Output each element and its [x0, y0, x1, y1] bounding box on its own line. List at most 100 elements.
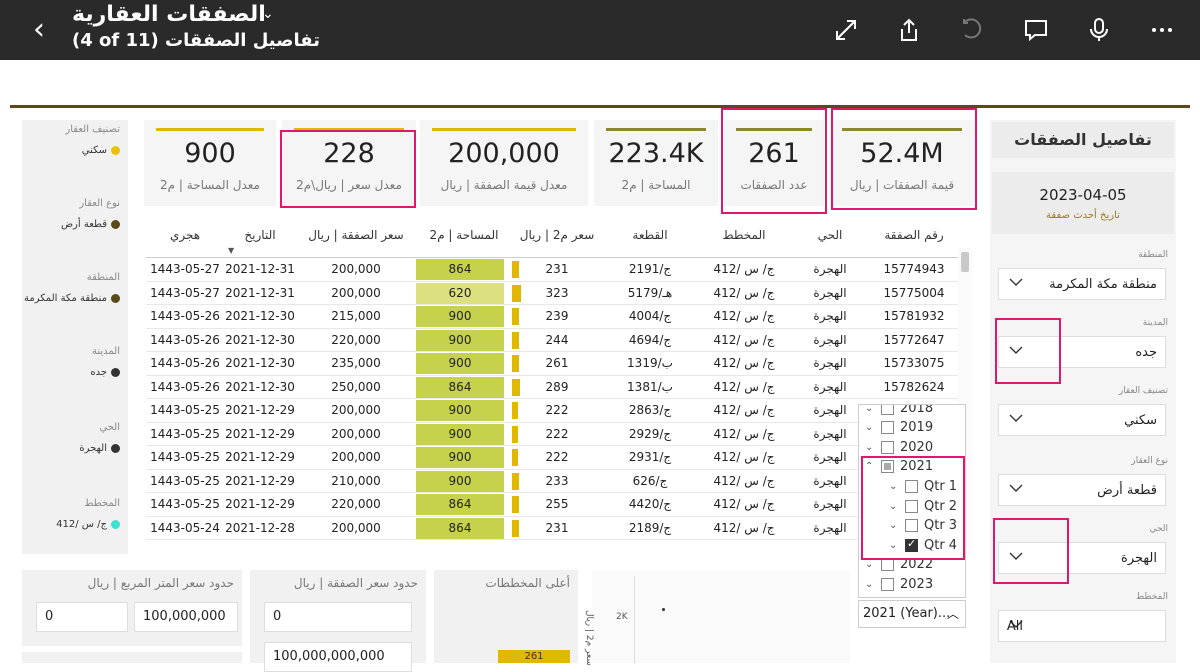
year-item[interactable]: ⌄ 2020 — [865, 438, 933, 456]
more-options-icon[interactable] — [1146, 14, 1178, 46]
year-hierarchy-dropdown[interactable]: ⌄2018 ⌄2019⌄2020 ⌃2021 ⌄ Qtr 1 ⌄Qtr 2 ⌄Qtr 3⌄Q… — [858, 404, 966, 598]
year-item[interactable]: ⌄ 2019 — [865, 419, 933, 437]
chevron-down-icon[interactable]: ⌄ — [262, 6, 274, 22]
chevron-up-icon[interactable]: ⌃ — [865, 461, 874, 473]
ppm-databar — [512, 449, 518, 466]
ppm-databar — [512, 378, 520, 396]
cell-district: الهجرة — [813, 309, 847, 323]
filter-district: الحي الهجرة — [79, 422, 120, 454]
checkbox[interactable] — [881, 577, 894, 591]
share-icon[interactable] — [893, 14, 925, 46]
table-row[interactable]: 864 1443-05-27 2021-12-31 200,000 231 ج/2191 ج… — [146, 258, 958, 282]
price-max-input[interactable]: 100,000,000,000 — [264, 642, 412, 672]
kpi-card-avg-ppm[interactable]: 228 معدل سعر | ريال\م2 — [282, 120, 416, 206]
cell-date: 2021-12-30 — [225, 379, 295, 394]
city-dropdown[interactable]: جده — [998, 336, 1166, 368]
microphone-icon[interactable] — [1083, 14, 1115, 46]
area-databar: 864 — [416, 376, 504, 398]
chevron-down-icon[interactable]: ⌄ — [889, 520, 898, 532]
table-row[interactable]: 620 1443-05-27 2021-12-31 200,000 323 هـ/5179… — [146, 282, 958, 305]
chevron-down-icon[interactable]: ⌄ — [865, 559, 874, 571]
year-item[interactable]: ⌄ Qtr 4 — [889, 536, 957, 554]
undo-icon[interactable] — [957, 14, 989, 46]
back-icon[interactable]: ‹ — [33, 12, 45, 47]
chevron-down-icon[interactable]: ⌄ — [889, 480, 898, 492]
property-class-dropdown[interactable]: سكني — [998, 404, 1166, 436]
table-row[interactable]: 900 1443-05-25 2021-12-29 200,000 222 ج/2929 ج… — [146, 423, 958, 446]
year-item[interactable]: ⌄ 2018 — [865, 404, 933, 417]
year-item[interactable]: ⌄ Qtr 3 — [889, 517, 957, 535]
cell-date: 2021-12-31 — [225, 262, 295, 276]
kpi-card-avg-price[interactable]: 200,000 معدل قيمة الصفقة | ريال — [420, 120, 588, 206]
district-dropdown[interactable]: الهجرة — [998, 542, 1166, 574]
region-dropdown[interactable]: منطقة مكة المكرمة — [998, 268, 1166, 300]
ppm-databar — [512, 425, 518, 443]
kpi-card-deal-value[interactable]: 52.4M قيمة الصفقات | ريال — [830, 120, 974, 206]
scatter-point[interactable] — [662, 608, 665, 611]
checkbox[interactable] — [905, 537, 918, 552]
table-row[interactable]: 900 1443-05-25 2021-12-29 210,000 233 ج/626 ج/… — [146, 470, 958, 493]
chevron-down-icon[interactable] — [1009, 275, 1023, 289]
table-row[interactable]: 900 1443-05-26 2021-12-30 235,000 261 ب/1319 ج… — [146, 352, 958, 376]
top-scheme-bar[interactable]: 261 — [498, 650, 570, 663]
area-databar: 864 — [416, 494, 504, 515]
cell-date: 2021-12-29 — [225, 473, 295, 488]
highlight-box — [280, 130, 416, 208]
chevron-down-icon[interactable] — [1009, 343, 1023, 357]
ppm-min-input[interactable]: 0 — [36, 602, 128, 632]
checkbox[interactable] — [881, 440, 894, 454]
chevron-down-icon[interactable] — [1009, 411, 1023, 425]
ppm-max-input[interactable]: 100,000,000 — [134, 602, 238, 632]
report-title[interactable]: الصفقات العقارية — [72, 2, 266, 27]
cell-plot: ب/1381 — [627, 379, 673, 394]
year-item[interactable]: ⌄ 2022 — [865, 556, 933, 574]
table-row[interactable]: 864 1443-05-26 2021-12-30 250,000 289 ب/1381 ج… — [146, 376, 958, 399]
year-item[interactable]: ⌄ 2023 — [865, 575, 933, 593]
chevron-down-icon[interactable]: ⌄ — [865, 578, 874, 590]
year-label: Qtr 1 — [924, 478, 958, 494]
comment-icon[interactable] — [1020, 14, 1052, 46]
cell-ppm: 222 — [545, 426, 569, 441]
kpi-card-avg-area[interactable]: 900 معدل المساحة | م2 — [144, 120, 276, 206]
chevron-down-icon[interactable]: ⌄ — [889, 539, 898, 551]
year-item[interactable]: ⌄ Qtr 2 — [889, 497, 957, 515]
expand-icon[interactable] — [830, 14, 862, 46]
table-row[interactable]: 864 1443-05-25 2021-12-29 220,000 255 ج/4420 ج… — [146, 493, 958, 517]
chevron-up-icon[interactable]: ︿ — [946, 607, 959, 621]
table-row[interactable]: 900 1443-05-26 2021-12-30 220,000 244 ج/4694 ج… — [146, 329, 958, 352]
table-row[interactable]: 900 1443-05-25 2021-12-29 200,000 222 ج/2863 ج… — [146, 399, 958, 423]
table-row[interactable]: 864 1443-05-24 2021-12-28 200,000 231 ج/2189 ج… — [146, 517, 958, 540]
chevron-down-icon[interactable] — [1009, 549, 1023, 563]
year-item[interactable]: ⌄ Qtr 1 — [889, 477, 957, 495]
checkbox[interactable] — [905, 499, 918, 513]
cell-price: 210,000 — [331, 473, 381, 488]
property-type-dropdown[interactable]: قطعة أرض — [998, 474, 1166, 506]
cell-scheme: ج/ س /412 — [713, 403, 775, 417]
cell-price: 215,000 — [331, 309, 381, 323]
chevron-down-icon[interactable]: ⌄ — [865, 404, 874, 414]
kpi-card-total-area[interactable]: 223.4K المساحة | م2 — [594, 120, 718, 206]
checkbox[interactable] — [881, 558, 894, 572]
chevron-down-icon[interactable]: ⌄ — [889, 500, 898, 512]
checkbox[interactable] — [905, 479, 918, 493]
chevron-down-icon[interactable] — [1009, 617, 1023, 631]
year-item[interactable]: ⌃ 2021 — [865, 458, 933, 476]
checkbox[interactable] — [881, 421, 894, 435]
chevron-down-icon[interactable]: ⌄ — [865, 422, 874, 434]
price-min-input[interactable]: 0 — [264, 602, 412, 632]
chevron-down-icon[interactable] — [1009, 481, 1023, 495]
table-row[interactable]: 900 1443-05-26 2021-12-30 215,000 239 ج/4004 ج… — [146, 305, 958, 329]
checkbox[interactable] — [881, 460, 894, 474]
checkbox[interactable] — [905, 519, 918, 533]
sort-descending-icon[interactable]: ▼ — [228, 246, 235, 255]
year-slicer[interactable]: 2021 (Year)... ︿ — [858, 600, 966, 628]
table-row[interactable]: 900 1443-05-25 2021-12-29 200,000 222 ج/2931 ج… — [146, 446, 958, 470]
chevron-down-icon[interactable]: ⌄ — [865, 441, 874, 453]
area-value: 900 — [448, 403, 472, 417]
checkbox[interactable] — [881, 405, 894, 415]
scheme-dropdown[interactable]: All — [998, 610, 1166, 642]
city-slicer: المدينة جده — [992, 318, 1174, 368]
scheme-slicer: المخطط All — [992, 592, 1174, 642]
ppm-range-panel: حدود سعر المتر المربع | ريال 0 100,000,0… — [22, 570, 242, 646]
kpi-card-deal-count[interactable]: 261 عدد الصفقات — [724, 120, 824, 206]
